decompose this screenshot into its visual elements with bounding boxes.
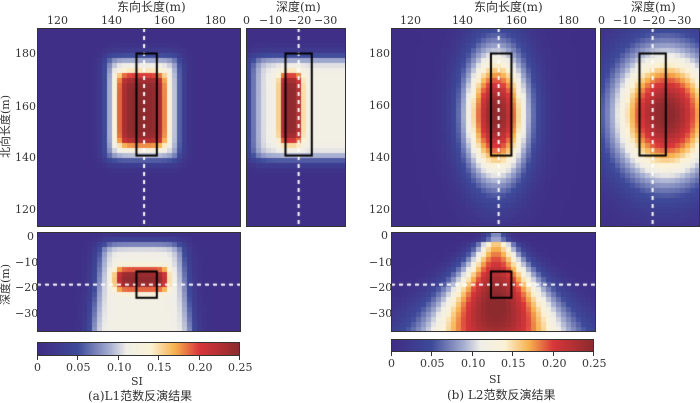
side-depth-tick-label: −10 <box>259 14 283 27</box>
y-tick-label: 140 <box>369 151 390 164</box>
side-depth-tick-label: −30 <box>668 14 692 27</box>
depth-tick-label: 0 <box>27 230 34 243</box>
top-xlabel: 东向长度(m) <box>474 0 543 14</box>
side-depth-tick-label: 0 <box>243 14 250 27</box>
colorbar-tick <box>118 356 119 360</box>
top-xlabel: 东向长度(m) <box>117 0 186 14</box>
colorbar-tick <box>431 352 432 356</box>
side-xlabel: 深度(m) <box>276 0 321 14</box>
side-view-heatmap <box>246 28 346 227</box>
side-view-heatmap <box>600 28 700 227</box>
ylabel-top: 北向长度(m) <box>0 94 12 158</box>
side-depth-tick-label: −30 <box>314 14 338 27</box>
depth-tick-label: −20 <box>15 281 39 294</box>
depth-section-heatmap <box>391 232 596 332</box>
side-depth-tick-label: 0 <box>598 14 605 27</box>
colorbar-tick-label: 0.15 <box>147 361 172 374</box>
x-tick-label: 160 <box>506 14 527 27</box>
depth-tick-label: −30 <box>15 307 39 320</box>
depth-tick-label: −20 <box>369 281 393 294</box>
colorbar-tick-label: 0.25 <box>228 361 253 374</box>
y-tick-label: 120 <box>15 203 36 216</box>
x-tick-label: 120 <box>400 14 421 27</box>
depth-tick-label: −30 <box>369 307 393 320</box>
plan-view-heatmap <box>37 28 241 227</box>
colorbar-tick <box>158 356 159 360</box>
colorbar-tick-label: 0 <box>34 361 41 374</box>
colorbar-tick <box>239 356 240 360</box>
colorbar-tick <box>553 352 554 356</box>
colorbar-tick <box>199 356 200 360</box>
figure-b: 东向长度(m) 深度(m) 120 140 160 180 0 −10 −20 … <box>354 0 700 403</box>
colorbar-tick <box>77 356 78 360</box>
colorbar-tick <box>472 352 473 356</box>
colorbar-tick-label: 0.20 <box>542 357 567 370</box>
plan-view-heatmap <box>391 28 596 227</box>
depth-tick-label: −10 <box>15 256 39 269</box>
colorbar-tick <box>37 356 38 360</box>
colorbar-tick-label: 0.20 <box>188 361 213 374</box>
y-tick-label: 180 <box>369 47 390 60</box>
colorbar <box>391 339 594 352</box>
colorbar-tick <box>593 352 594 356</box>
colorbar-tick-label: 0 <box>388 357 395 370</box>
x-tick-label: 140 <box>452 14 473 27</box>
colorbar-tick-label: 0.10 <box>461 357 486 370</box>
colorbar-tick-label: 0.10 <box>107 361 132 374</box>
colorbar-label: SI <box>131 375 143 388</box>
depth-tick-label: −10 <box>369 256 393 269</box>
side-depth-tick-label: −20 <box>642 14 666 27</box>
y-tick-label: 160 <box>369 99 390 112</box>
y-tick-label: 160 <box>15 100 36 113</box>
depth-tick-label: 0 <box>381 229 388 242</box>
side-depth-tick-label: −20 <box>288 14 312 27</box>
y-tick-label: 120 <box>369 203 390 216</box>
colorbar-tick <box>391 352 392 356</box>
colorbar-tick-label: 0.05 <box>66 361 91 374</box>
colorbar-tick <box>512 352 513 356</box>
x-tick-label: 140 <box>101 14 122 27</box>
colorbar-tick-label: 0.05 <box>420 357 445 370</box>
ylabel-bottom: 深度(m) <box>0 263 12 305</box>
side-depth-tick-label: −10 <box>613 14 637 27</box>
x-tick-label: 180 <box>205 14 226 27</box>
colorbar <box>37 342 240 356</box>
figure-a: 东向长度(m) 深度(m) 北向长度(m) 深度(m) 120 140 160 … <box>0 0 346 403</box>
colorbar-tick-label: 0.15 <box>501 357 526 370</box>
figure-caption: (a)L1范数反演结果 <box>88 389 193 403</box>
x-tick-label: 160 <box>154 14 175 27</box>
side-xlabel: 深度(m) <box>631 0 676 14</box>
x-tick-label: 120 <box>47 14 68 27</box>
y-tick-label: 140 <box>15 151 36 164</box>
y-tick-label: 180 <box>15 47 36 60</box>
colorbar-label: SI <box>489 373 501 386</box>
colorbar-tick-label: 0.25 <box>582 357 607 370</box>
depth-section-heatmap <box>37 232 241 332</box>
figure-caption: (b) L2范数反演结果 <box>447 388 556 402</box>
x-tick-label: 180 <box>558 14 579 27</box>
